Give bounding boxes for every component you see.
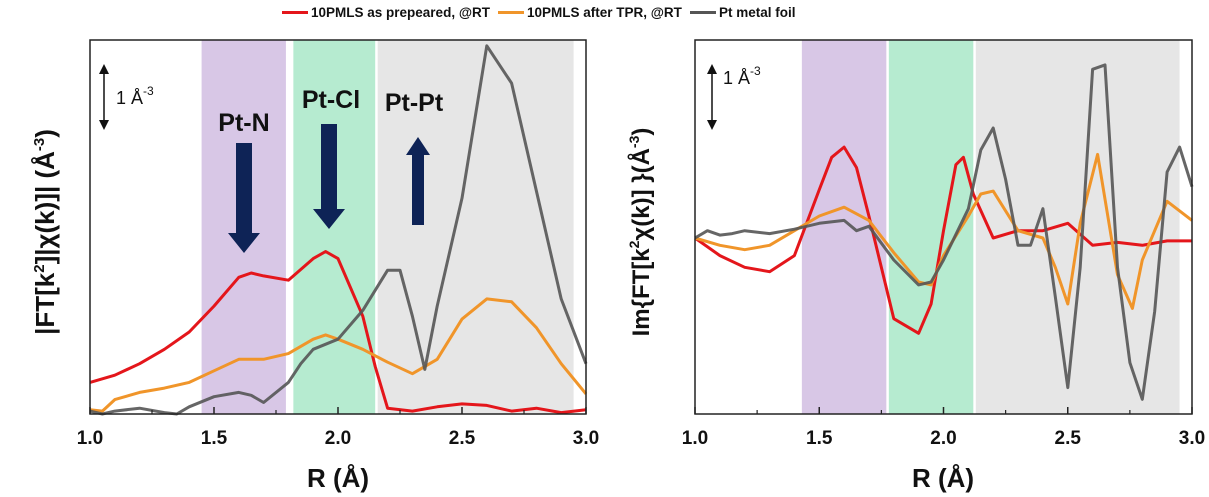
- ft-magnitude-chart: 1.0 1.5 2.0 2.5 3.0 Pt-N Pt-Cl Pt-Pt 1 Å-3 R (…: [30, 39, 599, 493]
- x-tick-label: 1.5: [806, 428, 833, 449]
- x-tick-label: 1.0: [77, 428, 103, 449]
- x-tick-label: 3.0: [573, 428, 599, 449]
- x-ticks: 1.0 1.5 2.0 2.5 3.0: [682, 407, 1205, 449]
- x-axis-label: R (Å): [307, 463, 369, 493]
- legend-label: 10PMLS after TPR, @RT: [526, 4, 682, 20]
- band-layer: [201, 40, 574, 414]
- series-layer: [89, 44, 588, 416]
- x-tick-label: 2.0: [930, 428, 956, 449]
- legend-item: 10PMLS as prepeared, @RT: [282, 5, 490, 20]
- x-tick-label: 3.0: [1179, 428, 1205, 449]
- scale-bar: 1 Å-3: [707, 64, 761, 130]
- x-axis-label: R (Å): [912, 463, 974, 493]
- arrow-up-pt-pt: [406, 137, 430, 225]
- x-ticks: 1.0 1.5 2.0 2.5 3.0: [77, 407, 599, 449]
- band-layer: [801, 40, 1180, 414]
- band-label-pt-pt: Pt-Pt: [385, 89, 444, 117]
- legend-swatch-as-prepared: [282, 10, 308, 14]
- legend-label: 10PMLS as prepeared, @RT: [311, 4, 490, 20]
- legend: 10PMLS as prepeared, @RT 10PMLS after TP…: [282, 2, 982, 22]
- y-axis-label: Im{FT[k2χ(k)] }(Å-3): [626, 128, 655, 337]
- band-label-pt-n: Pt-N: [218, 109, 269, 137]
- arrow-down-pt-n: [228, 143, 260, 253]
- y-axis-label: |FT[k2]|χ(k)]| (Å-3): [30, 129, 60, 335]
- series-layer: [694, 63, 1194, 401]
- series-line-as-prepared: [89, 250, 587, 415]
- series-line-pt-foil: [694, 63, 1194, 401]
- x-tick-label: 2.5: [1055, 428, 1082, 449]
- arrow-down-pt-cl: [313, 124, 345, 229]
- legend-item: Pt metal foil: [689, 4, 796, 20]
- x-tick-label: 2.5: [449, 428, 476, 449]
- legend-swatch-pt-foil: [689, 10, 716, 14]
- scale-bar-bottom-arrowhead: [707, 120, 717, 130]
- legend-item: 10PMLS after TPR, @RT: [497, 4, 682, 20]
- annotation-layer: Pt-N Pt-Cl Pt-Pt: [218, 86, 444, 253]
- series-line-pt-foil: [89, 44, 588, 416]
- x-tick-label: 1.0: [682, 428, 708, 449]
- band-pt-cl: [293, 40, 376, 414]
- x-tick-label: 2.0: [325, 428, 351, 449]
- ft-imaginary-chart: 1.0 1.5 2.0 2.5 3.0 1 Å-3 R (Å) Im{FT[k2χ(k)…: [626, 39, 1205, 493]
- scale-bar-label: 1 Å-3: [723, 64, 761, 88]
- scale-bar-bottom-arrowhead: [99, 120, 109, 130]
- x-tick-label: 1.5: [201, 428, 228, 449]
- series-line-after-tpr: [89, 297, 588, 413]
- band-region-2: [975, 40, 1180, 414]
- scale-bar-top-arrowhead: [99, 64, 109, 74]
- scale-bar-top-arrowhead: [707, 64, 717, 74]
- scale-bar-label: 1 Å-3: [116, 84, 154, 108]
- legend-label: Pt metal foil: [718, 4, 796, 20]
- band-label-pt-cl: Pt-Cl: [302, 86, 360, 114]
- legend-swatch-after-tpr: [497, 10, 524, 14]
- band-pt-pt: [377, 40, 574, 414]
- scale-bar: 1 Å-3: [99, 64, 154, 130]
